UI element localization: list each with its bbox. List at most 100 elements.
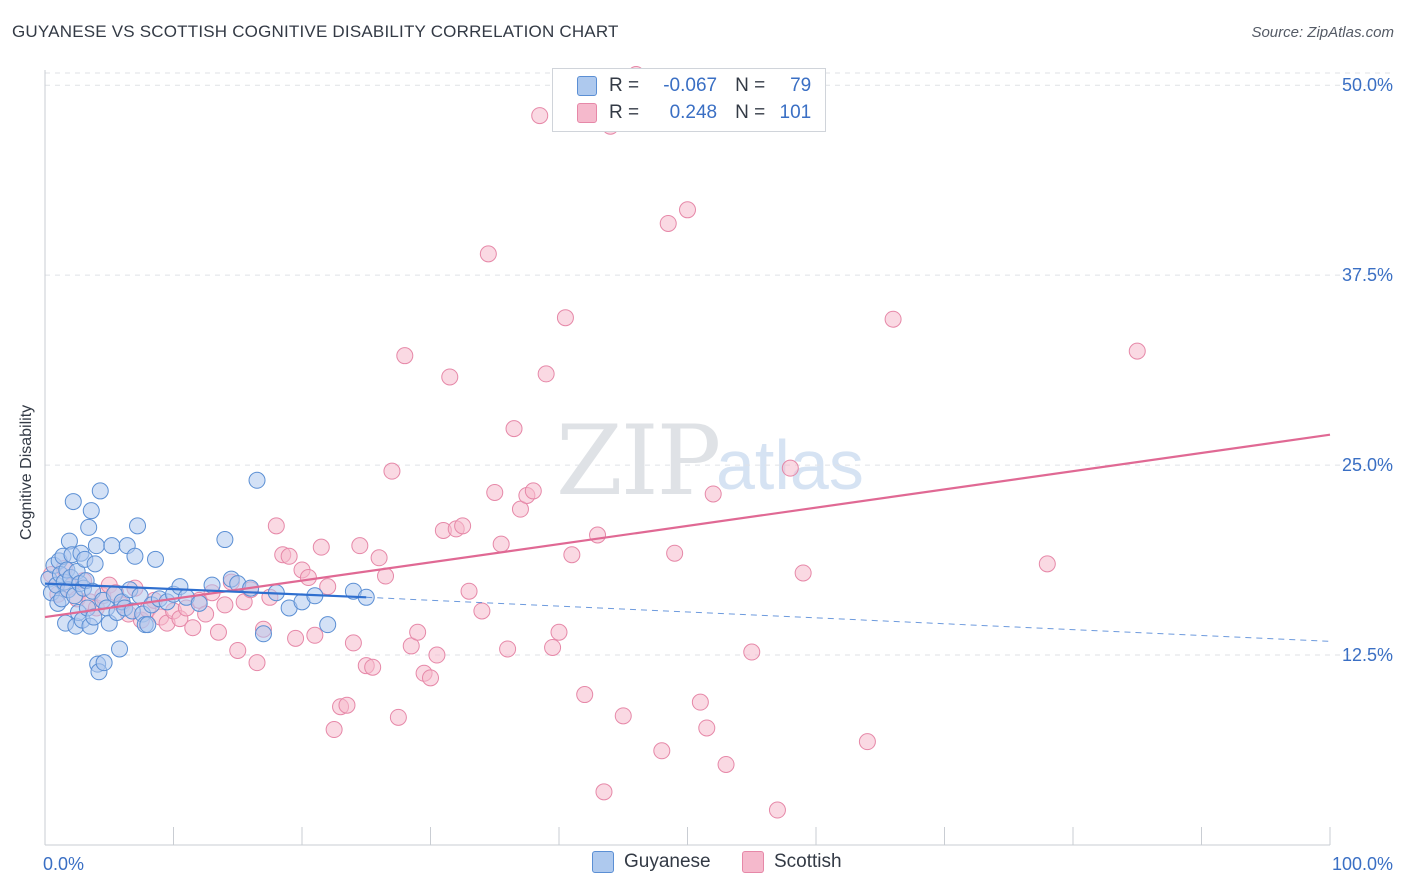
scottish-point xyxy=(409,623,427,641)
y-tick-label: 37.5% xyxy=(1342,265,1393,285)
scottish-point xyxy=(858,733,876,751)
scottish-point xyxy=(486,483,504,501)
scottish-point xyxy=(492,535,510,553)
scottish-point xyxy=(589,526,607,544)
guyanese-point xyxy=(319,616,337,634)
scottish-point xyxy=(717,755,735,773)
scottish-point xyxy=(576,686,594,704)
n-value-scottish: 101 xyxy=(779,102,812,123)
scottish-point xyxy=(344,634,362,652)
r-value-scottish: 0.248 xyxy=(669,102,718,123)
guyanese-point xyxy=(129,517,147,535)
scottish-point xyxy=(666,544,684,562)
scottish-point xyxy=(653,742,671,760)
guyanese-legend-label: Guyanese xyxy=(624,851,711,872)
scottish-point xyxy=(1038,555,1056,573)
bottom-legend-scottish: Scottish xyxy=(742,851,842,873)
legend-row-guyanese: R = -0.067 N = 79 xyxy=(577,73,811,99)
scottish-point xyxy=(556,309,574,327)
bottom-legend-guyanese: Guyanese xyxy=(592,851,711,873)
axes xyxy=(44,70,1331,846)
source-label: Source: ZipAtlas.com xyxy=(1251,24,1394,41)
r-value-guyanese: -0.067 xyxy=(663,75,718,96)
scottish-legend-label: Scottish xyxy=(774,851,842,872)
scottish-point xyxy=(422,669,439,687)
scottish-point xyxy=(781,459,799,477)
y-tick-label: 12.5% xyxy=(1342,645,1393,665)
scottish-point xyxy=(370,549,388,567)
scottish-point xyxy=(287,629,305,647)
guyanese-point xyxy=(64,493,82,511)
scottish-point xyxy=(454,517,472,535)
scottish-point xyxy=(389,708,407,726)
scottish-point xyxy=(216,596,234,614)
scottish-point xyxy=(614,707,632,725)
guyanese-trend-line xyxy=(44,582,367,599)
scottish-point xyxy=(351,537,369,555)
scottish-point xyxy=(325,721,343,739)
scottish-point xyxy=(550,623,568,641)
gridlines xyxy=(45,72,1395,656)
scottish-point xyxy=(460,582,478,600)
guyanese-point xyxy=(216,531,234,549)
guyanese-point xyxy=(103,537,121,555)
guyanese-swatch xyxy=(577,76,597,96)
scottish-point xyxy=(299,569,317,587)
guyanese-point xyxy=(254,625,272,643)
correlation-legend: R = -0.067 N = 79 R = 0.248 N = 101 xyxy=(552,68,826,132)
scottish-point xyxy=(383,462,401,480)
guyanese-point xyxy=(91,482,109,500)
scottish-point xyxy=(537,365,555,383)
scottish-point xyxy=(280,547,298,565)
scottish-point xyxy=(402,637,420,655)
scottish-point xyxy=(679,201,696,219)
guyanese-legend-swatch xyxy=(592,851,614,873)
scottish-point xyxy=(743,643,761,661)
scottish-point xyxy=(768,801,786,819)
guyanese-point xyxy=(95,654,113,672)
scottish-point xyxy=(473,602,491,620)
scottish-point xyxy=(441,368,459,386)
scottish-point xyxy=(524,482,542,500)
scottish-legend-swatch xyxy=(742,851,764,873)
scottish-point xyxy=(659,214,677,232)
tick-labels: 12.5% 25.0% 37.5% 50.0% 0.0% 100.0% xyxy=(43,75,1393,874)
guyanese-point xyxy=(82,502,100,520)
scottish-point xyxy=(184,619,202,637)
scottish-point xyxy=(428,646,446,664)
scottish-point xyxy=(505,420,523,438)
y-tick-label: 50.0% xyxy=(1342,75,1393,95)
guyanese-point xyxy=(111,640,129,658)
n-label: N = xyxy=(735,102,766,123)
scottish-point xyxy=(544,638,562,656)
y-tick-label: 25.0% xyxy=(1342,455,1393,475)
scottish-point xyxy=(704,485,722,503)
scottish-trend-line xyxy=(44,433,1331,619)
watermark-zip: ZIP xyxy=(556,405,721,517)
scottish-point xyxy=(209,623,227,641)
scottish-point xyxy=(1128,342,1146,360)
guyanese-point xyxy=(86,555,104,573)
guyanese-point xyxy=(126,547,144,565)
r-label: R = xyxy=(609,75,640,96)
scottish-point xyxy=(563,546,581,564)
guyanese-point xyxy=(80,518,98,536)
scottish-point xyxy=(511,500,529,518)
trend-lines xyxy=(44,433,1331,642)
scottish-point xyxy=(794,564,812,582)
scottish-point xyxy=(396,347,414,365)
n-label: N = xyxy=(735,75,766,96)
scottish-point xyxy=(248,654,266,672)
legend-row-scottish: R = 0.248 N = 101 xyxy=(577,100,811,126)
scottish-point xyxy=(306,626,324,644)
guyanese-point xyxy=(190,594,208,612)
guyanese-point xyxy=(147,550,165,568)
x-tick-label-min: 0.0% xyxy=(43,854,84,874)
scottish-point xyxy=(691,693,709,711)
scottish-point xyxy=(884,310,902,328)
r-label: R = xyxy=(609,102,640,123)
n-value-guyanese: 79 xyxy=(790,75,812,96)
x-tick-label-max: 100.0% xyxy=(1332,854,1393,874)
scottish-point xyxy=(499,640,517,658)
